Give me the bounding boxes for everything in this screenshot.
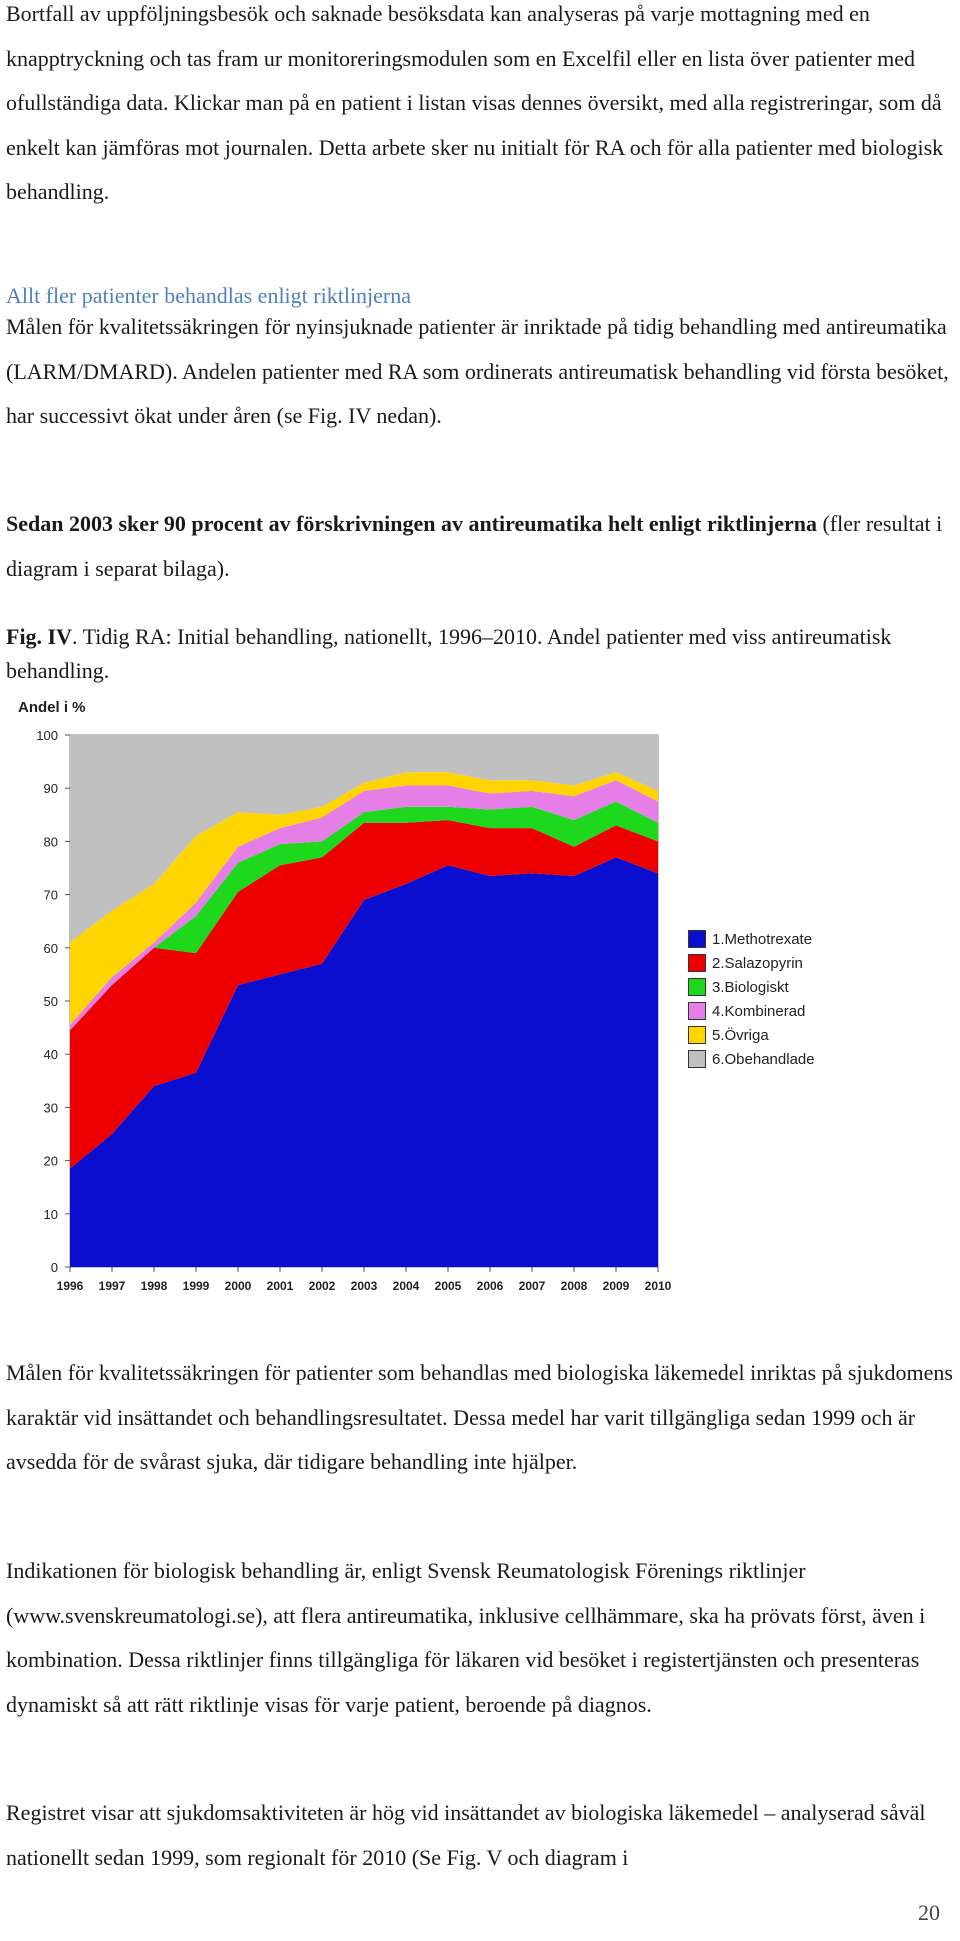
bold-statement-suffix: (fler resultat i diagram i separat bilag… — [6, 511, 943, 581]
x-tick-label: 1996 — [57, 1279, 84, 1293]
x-tick-label: 2002 — [309, 1279, 336, 1293]
x-tick-label: 1999 — [183, 1279, 210, 1293]
x-tick-label: 2007 — [519, 1279, 546, 1293]
legend-label: 1.Methotrexate — [712, 930, 813, 948]
figure-caption-text: . Tidig RA: Initial behandling, nationel… — [6, 624, 892, 683]
series-area-5 — [70, 772, 658, 1025]
legend-label: 6.Obehandlade — [712, 1050, 815, 1068]
paragraph-new-patients: Målen för kvalitetssäkringen för nyinsju… — [6, 314, 949, 428]
page-number: 20 — [918, 1900, 940, 1925]
series-area-2 — [70, 820, 658, 1169]
x-tick-label: 2001 — [267, 1279, 294, 1293]
stacked-area-chart: 0 10 20 30 40 50 60 70 80 90 100 1996 1997 1998 1999 20… — [18, 699, 672, 1293]
legend-item: 5.Övriga — [688, 1023, 948, 1047]
y-tick-label: 20 — [44, 1154, 58, 1169]
y-tick-label: 90 — [44, 781, 58, 796]
y-tick-label: 50 — [44, 994, 58, 1009]
legend-item: 6.Obehandlade — [688, 1047, 948, 1071]
x-tick-label: 2000 — [225, 1279, 252, 1293]
legend-item: 2.Salazopyrin — [688, 951, 948, 975]
legend-label: 3.Biologiskt — [712, 978, 789, 996]
x-tick-label: 2005 — [435, 1279, 462, 1293]
chart-legend: 1.Methotrexate 2.Salazopyrin 3.Biologisk… — [688, 927, 948, 1071]
figure-iv-chart: 0 10 20 30 40 50 60 70 80 90 100 1996 1997 1998 1999 20… — [6, 690, 696, 1320]
paragraph-monitoring: Bortfall av uppföljningsbesök och saknad… — [6, 1, 944, 204]
y-tick-label: 30 — [44, 1100, 58, 1115]
paragraph-biologics-goals: Målen för kvalitetssäkringen för patient… — [6, 1360, 953, 1474]
x-tick-label: 2009 — [603, 1279, 630, 1293]
legend-swatch-3 — [688, 978, 706, 996]
y-axis-label: Andel i % — [18, 699, 86, 716]
y-tick-label: 60 — [44, 941, 58, 956]
x-tick-label: 1998 — [141, 1279, 168, 1293]
series-area-4 — [70, 780, 658, 1031]
legend-label: 2.Salazopyrin — [712, 954, 803, 972]
x-tick-label: 2006 — [477, 1279, 504, 1293]
paragraph-since-2003: Sedan 2003 sker 90 procent av förskrivni… — [6, 502, 954, 591]
bold-statement: Sedan 2003 sker 90 procent av förskrivni… — [6, 511, 817, 536]
y-tick-label: 10 — [44, 1207, 58, 1222]
figure-label: Fig. IV — [6, 624, 72, 649]
legend-item: 4.Kombinerad — [688, 999, 948, 1023]
series-area-1 — [70, 857, 658, 1267]
y-tick-label: 0 — [51, 1260, 58, 1275]
y-tick-label: 100 — [36, 728, 58, 743]
x-tick-label: 2003 — [351, 1279, 378, 1293]
section-heading: Allt fler patienter behandlas enligt rik… — [6, 283, 412, 308]
series-area-6 — [70, 735, 658, 943]
legend-swatch-2 — [688, 954, 706, 972]
x-tick-label: 2010 — [645, 1279, 672, 1293]
legend-label: 5.Övriga — [712, 1026, 769, 1044]
legend-swatch-4 — [688, 1002, 706, 1020]
y-tick-label: 70 — [44, 888, 58, 903]
y-tick-label: 40 — [44, 1047, 58, 1062]
series-area-3 — [70, 801, 658, 1031]
y-tick-label: 80 — [44, 834, 58, 849]
figure-caption: Fig. IV. Tidig RA: Initial behandling, n… — [6, 620, 954, 688]
x-tick-label: 2008 — [561, 1279, 588, 1293]
legend-item: 3.Biologiskt — [688, 975, 948, 999]
paragraph-indication: Indikationen för biologisk behandling är… — [6, 1558, 926, 1717]
legend-swatch-1 — [688, 930, 706, 948]
legend-label: 4.Kombinerad — [712, 1002, 806, 1020]
x-tick-label: 1997 — [99, 1279, 126, 1293]
legend-swatch-5 — [688, 1026, 706, 1044]
paragraph-disease-activity: Registret visar att sjukdomsaktiviteten … — [6, 1800, 926, 1870]
legend-swatch-6 — [688, 1050, 706, 1068]
legend-item: 1.Methotrexate — [688, 927, 948, 951]
x-tick-label: 2004 — [393, 1279, 420, 1293]
